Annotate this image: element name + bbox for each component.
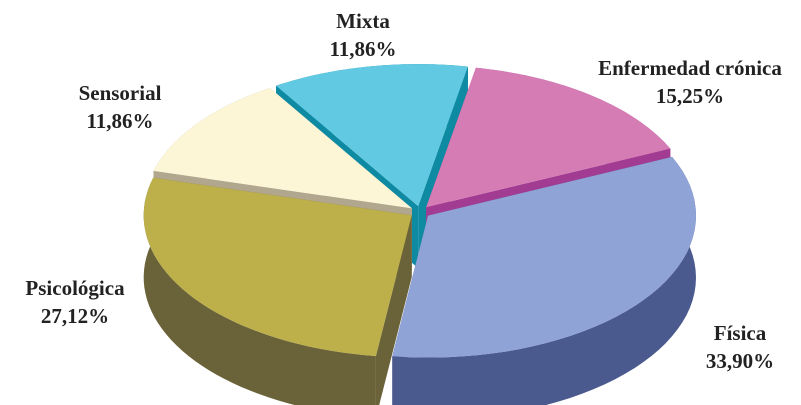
slice-label: Mixta: [336, 9, 390, 33]
slice-side: [143, 177, 376, 405]
slice: [426, 67, 671, 208]
slice-label: Enfermedad crónica: [598, 56, 782, 80]
slice-value-label: 33,90%: [706, 349, 774, 373]
slice-value-label: 15,25%: [656, 84, 724, 108]
slice: [153, 88, 412, 209]
slice-value-label: 11,86%: [329, 37, 396, 61]
slice: [276, 64, 468, 207]
slice-side: [392, 156, 696, 405]
slice-label: Sensorial: [79, 81, 162, 105]
slice: [143, 177, 412, 356]
slice-value-label: 27,12%: [41, 304, 109, 328]
slice-label: Física: [714, 321, 767, 345]
slice: [392, 156, 696, 358]
slice-label: Psicológica: [25, 276, 125, 300]
slice-value-label: 11,86%: [86, 109, 153, 133]
